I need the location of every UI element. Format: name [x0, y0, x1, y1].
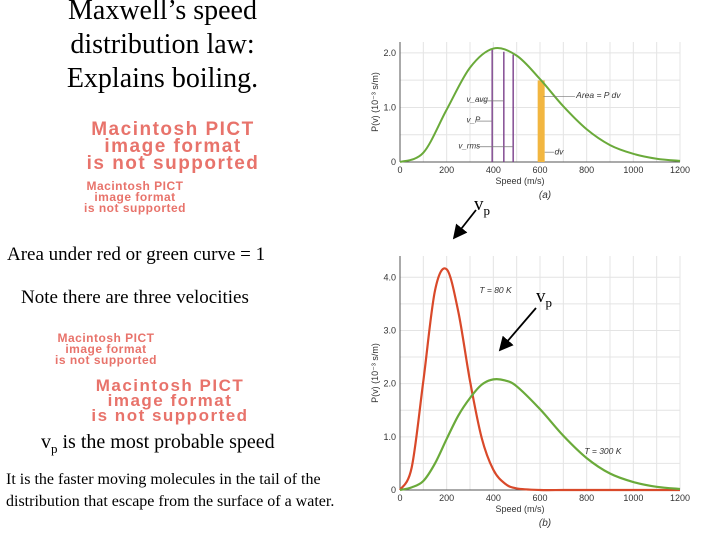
- vp-arrow-label-bottom: vp: [536, 286, 552, 311]
- pict-line: image format: [104, 136, 242, 157]
- x-axis-label: Speed (m/s): [495, 176, 544, 186]
- area-band: [537, 80, 545, 162]
- vp-arrow-top: [452, 209, 477, 240]
- y-tick-label: 4.0: [383, 272, 396, 282]
- y-tick-label: 0: [391, 485, 396, 495]
- y-tick-label: 1.0: [383, 432, 396, 442]
- pict-placeholder-1: Macintosh PICT image format is not suppo…: [18, 119, 328, 174]
- chart-panel-label: (a): [539, 190, 551, 201]
- slide-title: Maxwell’s speed distribution law: Explai…: [0, 0, 325, 96]
- x-tick-label: 1000: [623, 493, 643, 503]
- pict-placeholder-4: Macintosh PICT image format is not suppo…: [35, 376, 305, 425]
- pict-line: is not supported: [86, 153, 260, 174]
- area-note: Area under red or green curve = 1: [7, 244, 266, 265]
- x-tick-label: 800: [579, 493, 594, 503]
- y-tick-label: 2.0: [383, 48, 396, 58]
- title-line-3: Explains boiling.: [66, 63, 259, 94]
- series-line-300k: [399, 377, 681, 492]
- series-label-300k: T = 300 K: [584, 446, 621, 456]
- y-tick-label: 3.0: [383, 325, 396, 335]
- velocities-note: Note there are three velocities: [21, 287, 249, 308]
- vp-subscript: p: [51, 441, 58, 456]
- pict-line: Macintosh PICT: [86, 179, 184, 193]
- x-axis-label: Speed (m/s): [495, 504, 544, 514]
- pict-placeholder-2: Macintosh PICT image format is not suppo…: [60, 179, 210, 215]
- chart-panel-label: (b): [539, 518, 551, 529]
- y-tick-label: 2.0: [383, 379, 396, 389]
- pict-placeholder-3: Macintosh PICT image format is not suppo…: [36, 331, 176, 367]
- y-tick-label: 1.0: [383, 102, 396, 112]
- annotation-area: Area = P dv: [575, 90, 621, 100]
- pict-line: image format: [94, 190, 176, 204]
- marker-label-v-rms: v_rms: [458, 141, 480, 150]
- vp-label-symbol: v: [536, 286, 546, 307]
- vp-label-symbol: v: [474, 194, 484, 215]
- x-tick-label: 0: [397, 493, 402, 503]
- vp-label-subscript: p: [545, 294, 553, 310]
- pict-line: image format: [107, 391, 233, 410]
- marker-label-v-avg: v_avg: [467, 95, 489, 104]
- y-axis-label: P(v) (10⁻³ s/m): [370, 72, 380, 132]
- vp-arrow-bottom: [498, 307, 537, 352]
- vp-label-subscript: p: [483, 202, 491, 218]
- tail-note: It is the faster moving molecules in the…: [6, 471, 335, 510]
- x-tick-label: 1200: [670, 493, 690, 503]
- pict-line: image format: [65, 342, 147, 356]
- vp-arrow-label-top: vp: [474, 194, 490, 219]
- pict-line: is not supported: [55, 353, 157, 367]
- x-tick-label: 200: [439, 165, 454, 175]
- pict-line: Macintosh PICT: [57, 331, 155, 345]
- series-line-80k: [399, 267, 680, 492]
- series-line-300k: [399, 47, 681, 163]
- x-tick-label: 600: [532, 165, 547, 175]
- x-tick-label: 1200: [670, 165, 690, 175]
- vp-note: vp is the most probable speed: [41, 431, 275, 457]
- x-tick-label: 200: [439, 493, 454, 503]
- title-line-2: distribution law:: [70, 29, 255, 60]
- x-tick-label: 400: [486, 165, 501, 175]
- speed-distribution-chart-a: 0 200 400 600 800 1000 1200 0 1.0 2.0 Speed (m/s) P…: [370, 42, 690, 201]
- series-label-80k: T = 80 K: [479, 285, 512, 295]
- x-tick-label: 1000: [623, 165, 643, 175]
- pict-line: Macintosh PICT: [95, 376, 245, 395]
- marker-label-v-p: v_P: [467, 116, 481, 125]
- y-axis-label: P(v) (10⁻³ s/m): [370, 343, 380, 403]
- speed-distribution-chart-b: 0 200 400 600 800 1000 1200 0 1.0 2.0 3.0 4.0 Speed …: [370, 256, 690, 529]
- x-tick-label: 800: [579, 165, 594, 175]
- x-tick-label: 400: [486, 493, 501, 503]
- y-tick-label: 0: [391, 157, 396, 167]
- annotation-dv: dv: [554, 146, 564, 156]
- pict-line: is not supported: [84, 201, 186, 215]
- vp-symbol: v: [41, 431, 51, 453]
- x-tick-label: 0: [397, 165, 402, 175]
- pict-line: is not supported: [91, 406, 249, 425]
- x-tick-label: 600: [532, 493, 547, 503]
- title-line-1: Maxwell’s speed: [68, 0, 257, 26]
- vp-note-text: is the most probable speed: [62, 431, 275, 453]
- vp-arrows: [452, 209, 537, 352]
- pict-line: Macintosh PICT: [91, 119, 255, 140]
